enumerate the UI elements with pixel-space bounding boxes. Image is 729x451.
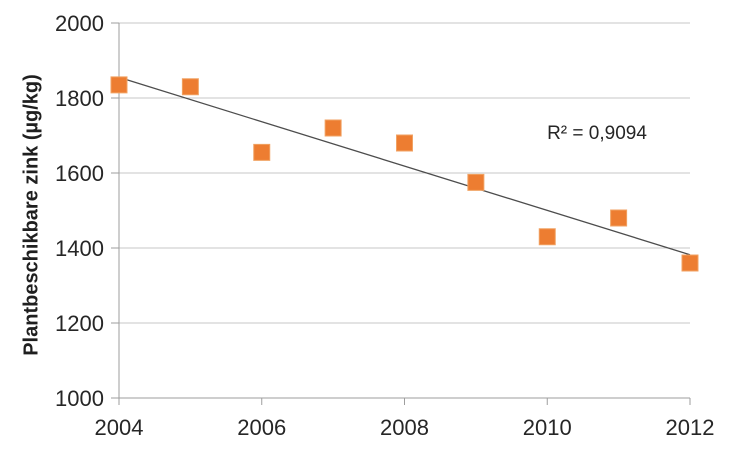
- data-point: [181, 78, 199, 96]
- x-tick-label: 2012: [666, 415, 715, 440]
- y-tick-label: 1600: [55, 161, 104, 186]
- x-tick-label: 2010: [523, 415, 572, 440]
- data-point: [681, 254, 699, 272]
- trendline: [118, 76, 691, 256]
- y-tick-label: 1800: [55, 86, 104, 111]
- y-axis-title: Plantbeschikbare zink (µg/kg): [20, 74, 43, 356]
- data-point: [324, 119, 342, 137]
- data-point: [467, 173, 485, 191]
- x-tick-label: 2006: [237, 415, 286, 440]
- data-point: [110, 76, 128, 94]
- r-squared-annotation: R² = 0,9094: [547, 123, 647, 144]
- data-point: [396, 134, 413, 152]
- y-tick-label: 1400: [55, 236, 104, 261]
- y-tick-label: 2000: [55, 11, 104, 36]
- data-point: [538, 228, 556, 246]
- data-point: [253, 143, 271, 161]
- x-tick-label: 2004: [95, 415, 144, 440]
- data-point: [610, 209, 628, 227]
- y-tick-label: 1000: [55, 386, 104, 411]
- y-tick-label: 1200: [55, 311, 104, 336]
- x-tick-label: 2008: [380, 415, 429, 440]
